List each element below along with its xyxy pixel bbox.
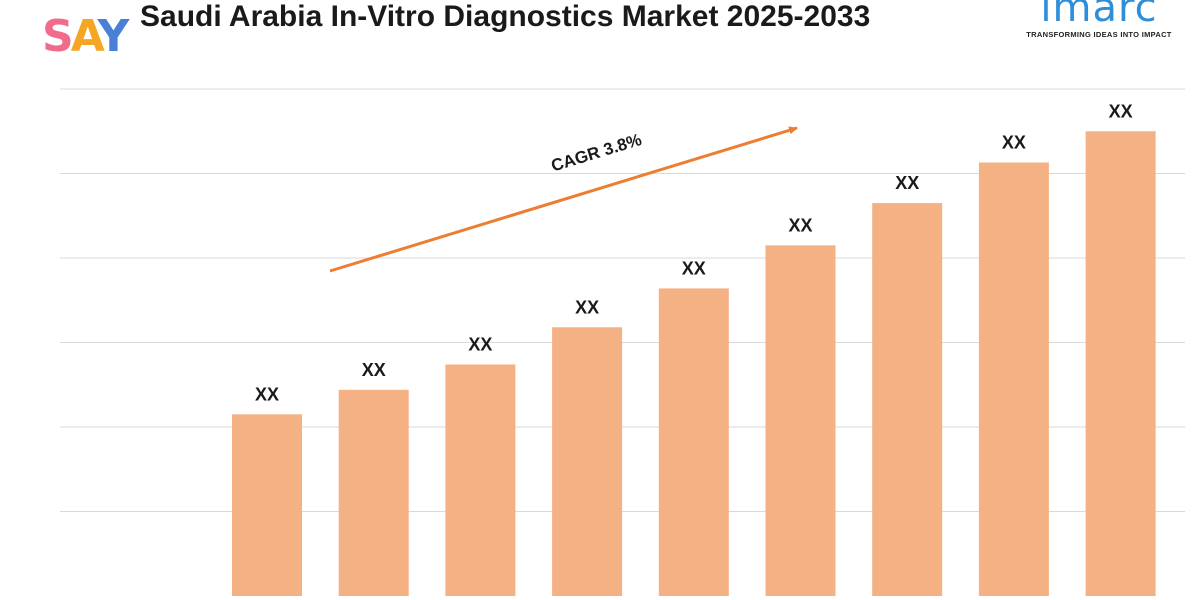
bar-8 <box>978 162 1049 596</box>
data-label-3: XX <box>468 334 492 354</box>
bar-7 <box>872 203 943 596</box>
bar-3 <box>445 364 516 596</box>
data-labels: XX XX XX XX XX XX XX XX XX <box>255 101 1133 404</box>
bar-6 <box>765 245 836 596</box>
bar-5 <box>658 288 729 596</box>
cagr-trend-arrow <box>329 126 798 273</box>
imarc-logo-word: imarc <box>1040 0 1158 31</box>
bars <box>232 131 1156 596</box>
data-label-7: XX <box>895 173 919 193</box>
data-label-1: XX <box>255 384 279 404</box>
chart-title: Saudi Arabia In-Vitro Diagnostics Market… <box>140 0 871 33</box>
imarc-tagline: TRANSFORMING IDEAS INTO IMPACT <box>1026 30 1172 39</box>
cagr-annotation: CAGR 3.8% <box>549 130 644 176</box>
data-label-8: XX <box>1002 133 1026 153</box>
bar-2 <box>338 389 409 596</box>
imarc-logo: imarc TRANSFORMING IDEAS INTO IMPACT <box>1018 0 1180 44</box>
say-logo: SAY <box>42 11 129 62</box>
data-label-6: XX <box>788 215 812 235</box>
data-label-9: XX <box>1109 101 1133 121</box>
bar-4 <box>552 327 623 596</box>
data-label-5: XX <box>682 258 706 278</box>
data-label-4: XX <box>575 297 599 317</box>
bar-1 <box>232 414 302 596</box>
bar-9 <box>1085 131 1156 596</box>
data-label-2: XX <box>362 360 386 380</box>
